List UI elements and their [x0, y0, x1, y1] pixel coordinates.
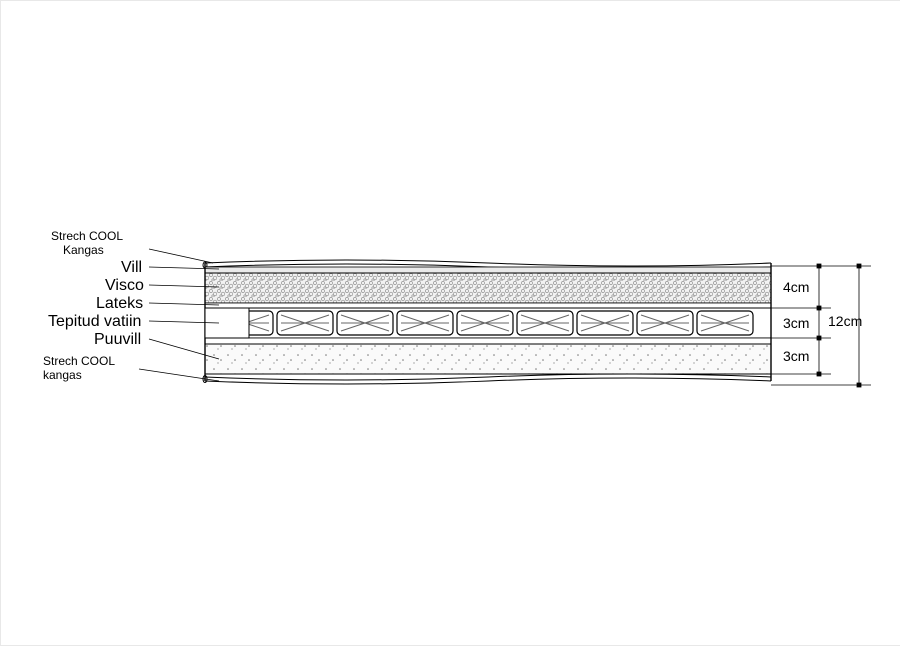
label-visco: Visco	[105, 277, 144, 294]
label-lateks: Lateks	[96, 295, 143, 312]
label-strech-cool-top-2: Kangas	[63, 243, 104, 257]
label-strech-cool-bot-2: kangas	[43, 368, 82, 382]
layer-strech-cool-bottom	[203, 374, 771, 384]
layers	[203, 260, 771, 384]
layer-springs	[205, 308, 771, 338]
label-strech-cool-top-1: Strech COOL	[51, 229, 123, 243]
layer-vatiin	[205, 338, 771, 344]
label-vill: Vill	[121, 259, 142, 276]
dim-4cm: 4cm	[783, 279, 809, 295]
label-tepitud-vatiin: Tepitud vatiin	[48, 313, 141, 330]
layer-lateks	[205, 303, 771, 308]
dimension-labels: 4cm 3cm 3cm 12cm	[783, 279, 862, 364]
labels-left: Strech COOL Kangas Vill Visco Lateks Tep…	[43, 229, 144, 382]
dim-3cm-2: 3cm	[783, 348, 809, 364]
diagram-svg: Strech COOL Kangas Vill Visco Lateks Tep…	[1, 1, 900, 645]
layer-puuvill	[205, 344, 771, 374]
dim-3cm-1: 3cm	[783, 315, 809, 331]
layer-vill	[205, 267, 771, 273]
layer-visco	[205, 273, 771, 303]
dim-12cm: 12cm	[828, 313, 862, 329]
diagram-canvas: Strech COOL Kangas Vill Visco Lateks Tep…	[0, 0, 900, 646]
label-strech-cool-bot-1: Strech COOL	[43, 354, 115, 368]
label-puuvill: Puuvill	[94, 331, 141, 348]
